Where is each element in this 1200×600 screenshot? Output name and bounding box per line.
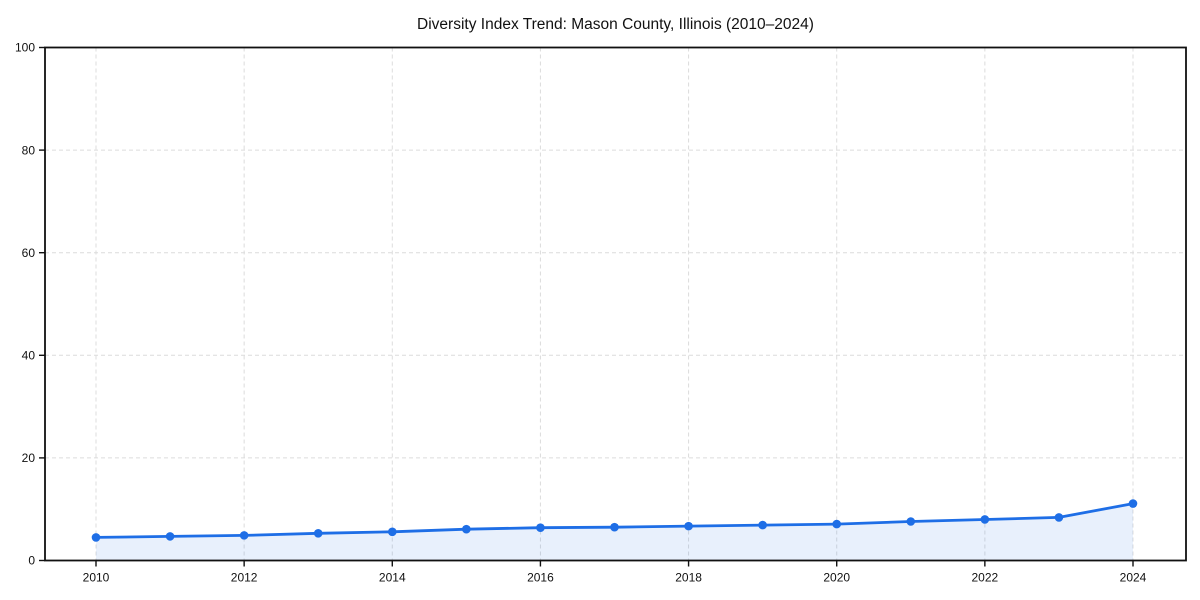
data-point (239, 531, 249, 540)
axis-ticks (39, 46, 1134, 567)
data-point (1128, 499, 1138, 508)
x-tick-label: 2012 (231, 571, 258, 585)
y-tick-label: 0 (28, 554, 35, 568)
y-tick-label: 40 (22, 349, 36, 363)
data-point (313, 529, 323, 538)
x-tick-label: 2010 (83, 571, 110, 585)
data-point (462, 524, 471, 534)
area-fill-layer (96, 503, 1133, 561)
data-point (1054, 513, 1064, 522)
x-tick-label: 2022 (972, 571, 999, 585)
data-point (610, 522, 619, 532)
data-point (980, 515, 990, 524)
data-point (758, 520, 767, 530)
data-point (536, 523, 545, 532)
gridlines (45, 47, 1186, 561)
data-point (906, 517, 916, 526)
y-tick-labels: 0 20 40 60 80 100 (15, 41, 35, 568)
y-tick-label: 100 (15, 41, 35, 55)
x-tick-label: 2018 (675, 571, 702, 585)
x-tick-labels: 2010 2012 2014 2016 2018 2020 2022 2024 (83, 571, 1147, 585)
chart-title: Diversity Index Trend: Mason County, Ill… (417, 16, 814, 33)
data-point (387, 527, 397, 537)
x-tick-label: 2024 (1120, 571, 1147, 585)
x-tick-label: 2014 (379, 571, 406, 585)
y-tick-label: 20 (22, 451, 36, 465)
data-point (91, 533, 101, 542)
x-tick-label: 2020 (823, 571, 850, 585)
plot-border (44, 46, 1187, 562)
y-tick-label: 60 (22, 246, 36, 260)
data-point (832, 519, 842, 529)
area-fill (96, 503, 1133, 561)
data-point (165, 532, 175, 541)
data-points-layer (91, 499, 1138, 542)
x-tick-label: 2016 (527, 571, 554, 585)
data-point (684, 521, 693, 531)
y-tick-label: 80 (22, 143, 36, 157)
